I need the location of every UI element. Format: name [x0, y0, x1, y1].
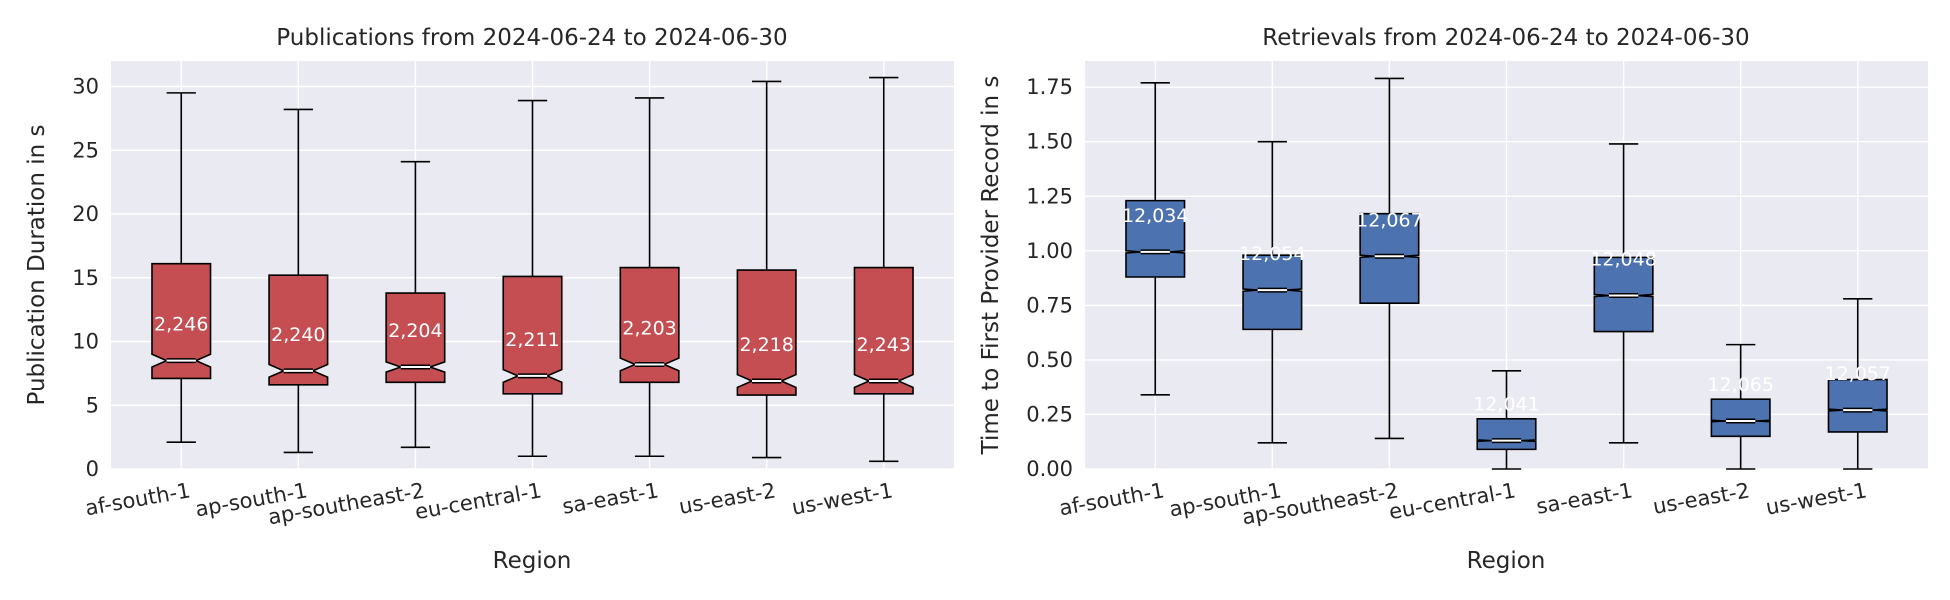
x-ticks: af-south-1 ap-south-1ap-southeast-2eu-cen…: [83, 478, 894, 529]
y-tick-label: 1.50: [1026, 130, 1073, 154]
box: [1125, 199, 1186, 278]
box: [1476, 418, 1537, 451]
publications-chart: 2,246 2,240 2,204 2,211 2,203 2,218 2,243 0 5 10…: [24, 25, 954, 574]
y-tick-label: 0.25: [1026, 402, 1073, 426]
count-label: 2,218: [739, 334, 793, 356]
box: [853, 266, 914, 395]
count-label: 12,065: [1707, 374, 1773, 396]
x-tick-label: af-south-1: [83, 478, 192, 520]
count-label: 12,041: [1473, 394, 1539, 416]
x-ticks: af-south-1 ap-south-1ap-southeast-2eu-cen…: [1057, 478, 1868, 529]
count-label: 2,243: [857, 334, 911, 356]
box: [502, 275, 563, 395]
x-axis-label: Region: [1467, 548, 1546, 574]
boxes: 12,034 12,054 12,067 12,041 12,048 12,065 12,0…: [1122, 77, 1891, 470]
count-label: 2,240: [271, 324, 325, 346]
y-tick-label: 15: [72, 266, 99, 290]
box: [619, 266, 680, 384]
x-tick-label: us-west-1: [790, 478, 895, 519]
count-label: 2,211: [505, 329, 559, 351]
y-ticks: 0.00 0.25 0.50 0.75 1.00 1.25 1.50 1.75: [1026, 75, 1073, 481]
y-tick-label: 30: [72, 75, 99, 99]
y-axis-label: Time to First Provider Record in s: [978, 76, 1004, 456]
box: [268, 274, 329, 386]
count-label: 12,057: [1825, 363, 1891, 385]
y-ticks: 0 5 10 15 20 25 30: [72, 75, 99, 482]
y-tick-label: 25: [72, 138, 99, 162]
count-label: 12,048: [1590, 249, 1656, 271]
chart-title: Publications from 2024-06-24 to 2024-06-…: [276, 25, 787, 51]
y-axis-label: Publication Duration in s: [24, 125, 50, 406]
x-tick-label: eu-central-1: [1387, 478, 1517, 524]
y-tick-label: 1.25: [1026, 184, 1073, 208]
y-tick-label: 1.75: [1026, 75, 1073, 99]
y-tick-label: 20: [72, 202, 99, 226]
box: [385, 292, 446, 384]
box: [1710, 398, 1771, 438]
x-tick-label: us-east-2: [1651, 478, 1751, 519]
y-tick-label: 1.00: [1026, 239, 1073, 263]
y-tick-label: 0.00: [1026, 457, 1073, 481]
count-label: 12,054: [1239, 243, 1305, 265]
count-label: 2,203: [622, 317, 676, 339]
box: [151, 262, 212, 380]
boxes: 2,246 2,240 2,204 2,211 2,203 2,218 2,243: [151, 76, 914, 463]
grid: [1085, 61, 1928, 470]
x-tick-label: us-west-1: [1764, 478, 1869, 519]
box: [736, 269, 797, 396]
x-tick-label: af-south-1: [1057, 478, 1166, 520]
y-tick-label: 5: [86, 393, 99, 417]
y-tick-label: 0.75: [1026, 293, 1073, 317]
count-label: 2,246: [154, 314, 208, 336]
count-label: 12,067: [1356, 209, 1422, 231]
count-label: 2,204: [388, 320, 442, 342]
x-axis-label: Region: [493, 548, 572, 574]
count-label: 12,034: [1122, 205, 1188, 227]
x-tick-label: sa-east-1: [1534, 478, 1634, 519]
x-tick-label: eu-central-1: [413, 478, 543, 524]
box: [1827, 378, 1888, 433]
y-tick-label: 10: [72, 330, 99, 354]
retrievals-chart: 12,034 12,054 12,067 12,041 12,048 12,065 12,0…: [978, 25, 1928, 574]
chart-title: Retrievals from 2024-06-24 to 2024-06-30: [1262, 25, 1749, 51]
y-tick-label: 0.50: [1026, 348, 1073, 372]
x-tick-label: sa-east-1: [560, 478, 660, 519]
y-tick-label: 0: [86, 457, 99, 481]
x-tick-label: us-east-2: [677, 478, 777, 519]
